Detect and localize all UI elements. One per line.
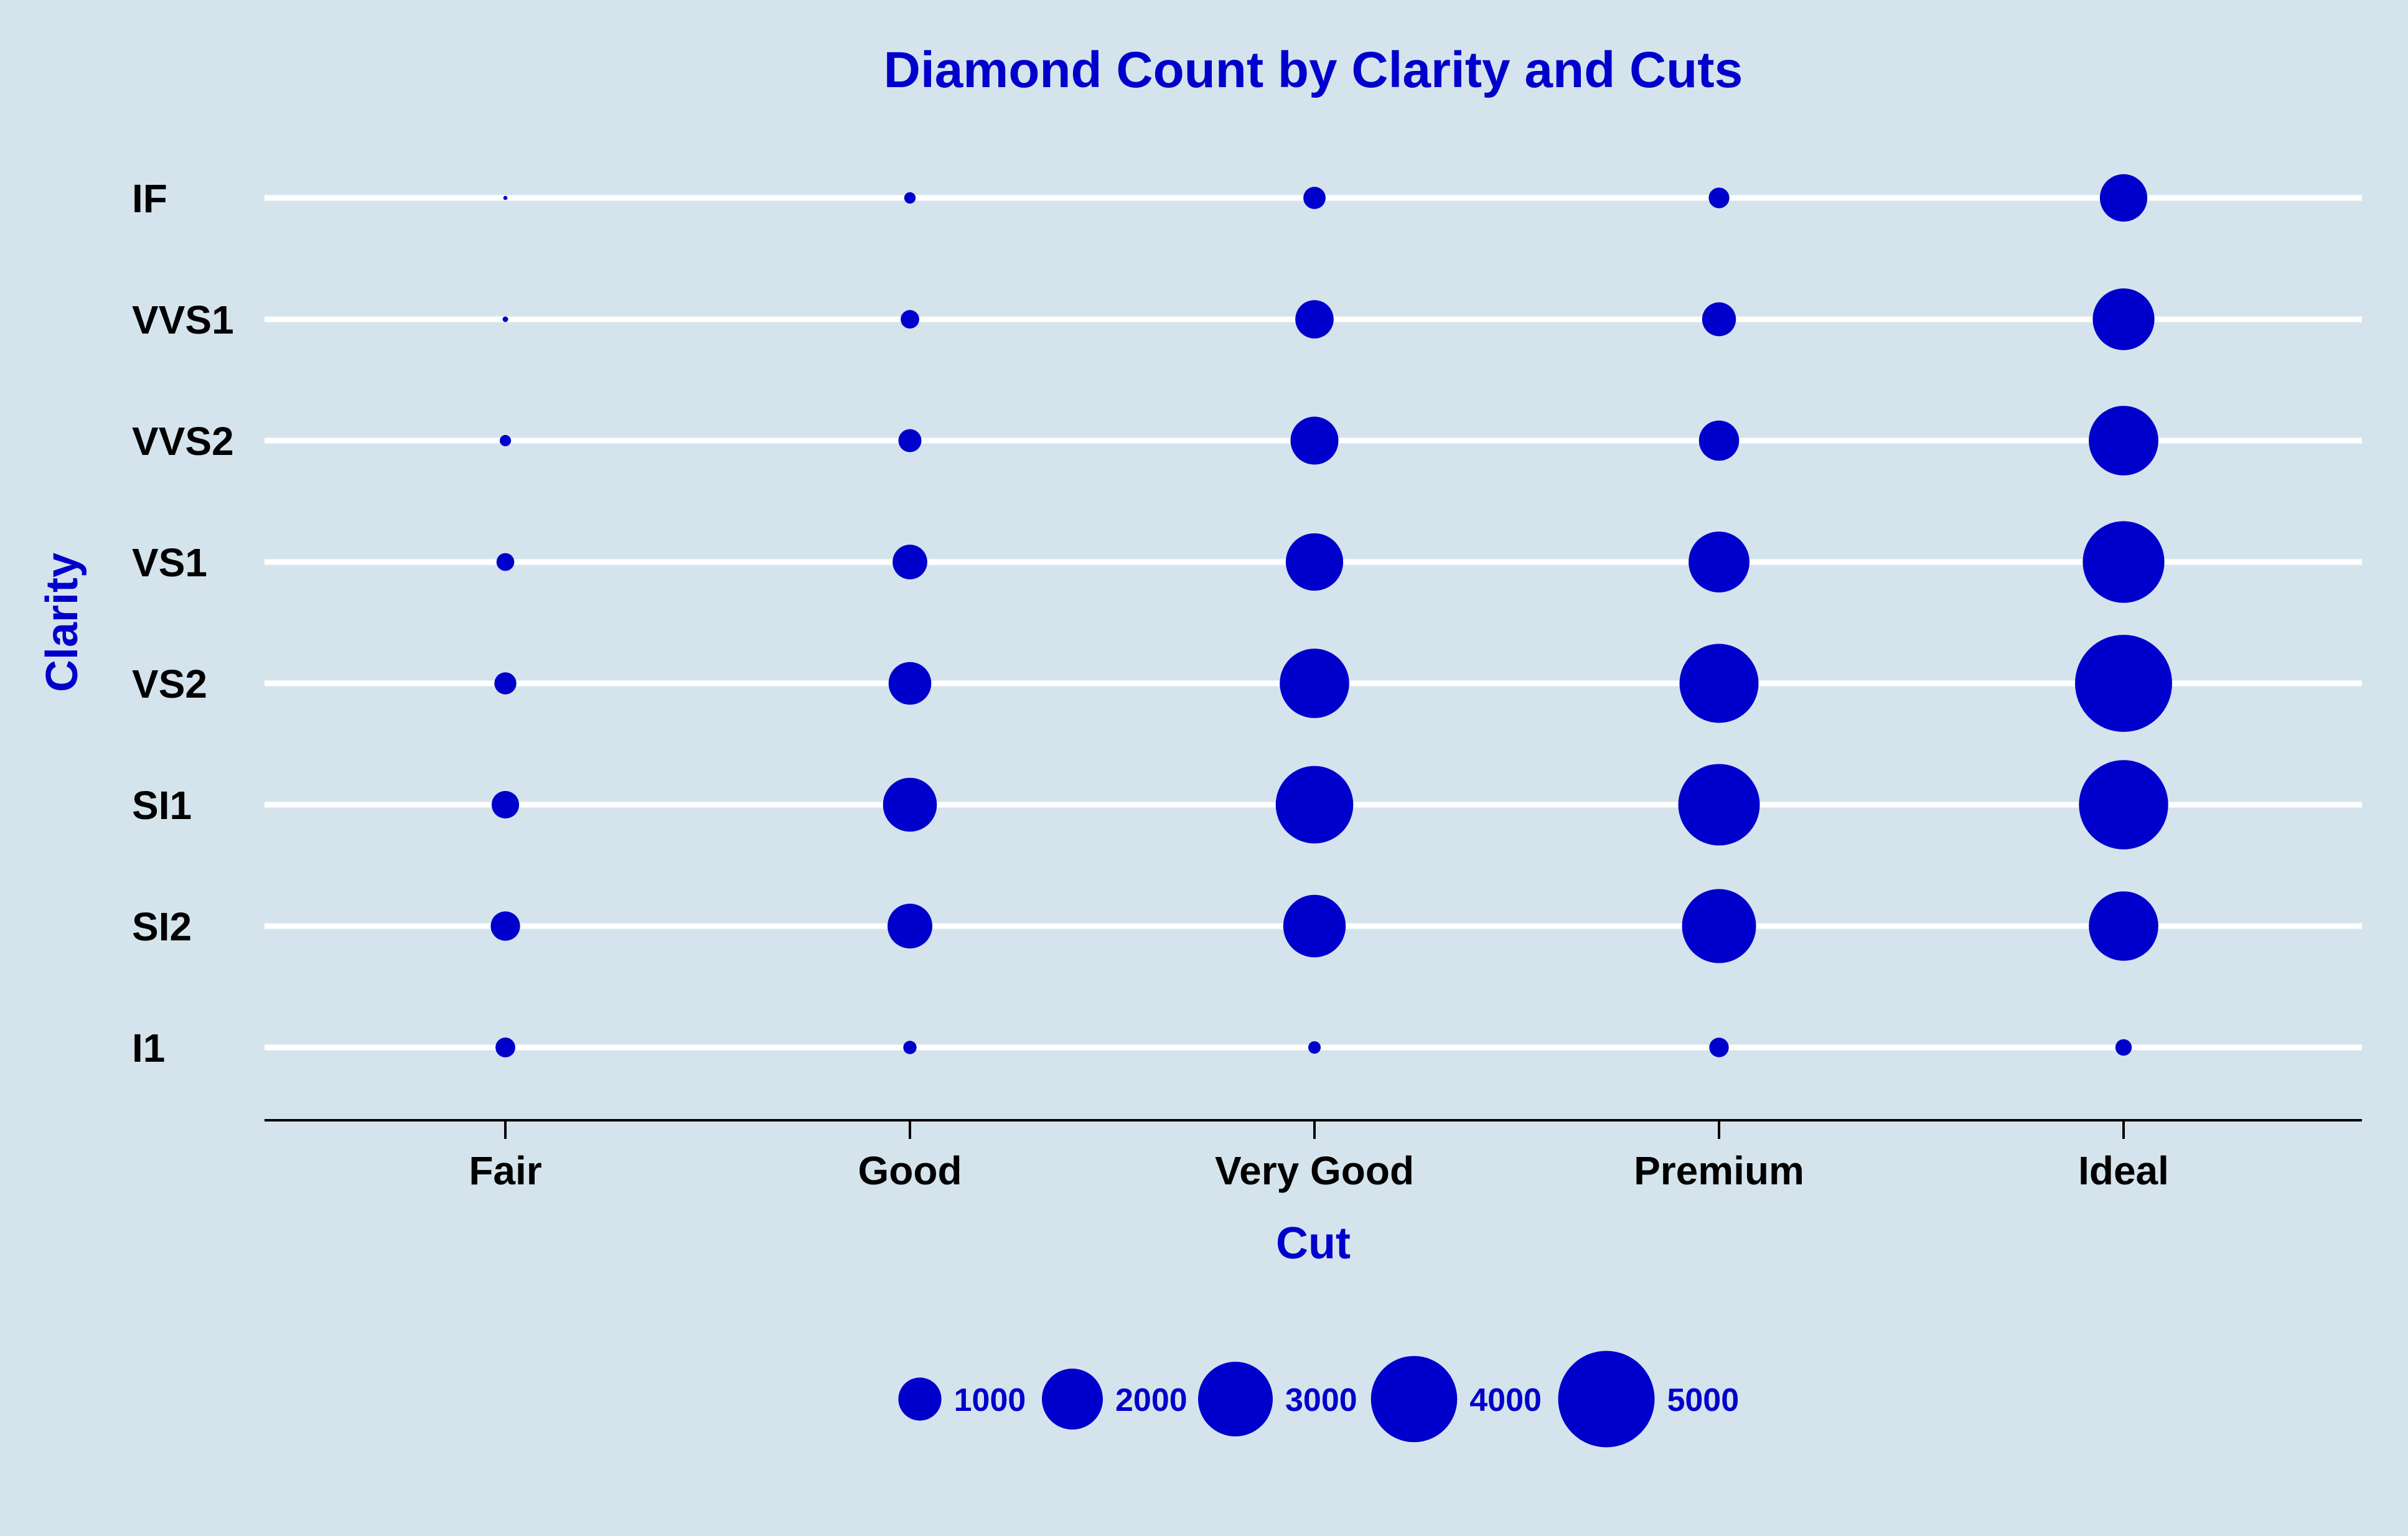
point-si2-very-good (1283, 894, 1346, 958)
y-tick-label-if: IF (132, 176, 167, 221)
legend-label-2000: 2000 (1115, 1382, 1188, 1418)
y-tick-label-si1: SI1 (132, 783, 192, 828)
point-vvs2-premium (1698, 420, 1740, 461)
x-tick-label-very-good: Very Good (1215, 1148, 1414, 1193)
point-si1-good (883, 777, 937, 832)
point-i1-ideal (2115, 1039, 2132, 1056)
legend-key-2000 (1042, 1369, 1103, 1430)
legend-key-1000 (898, 1377, 942, 1421)
point-si2-premium (1682, 889, 1756, 963)
legend-key-4000 (1370, 1356, 1458, 1443)
point-vs1-very-good (1285, 533, 1344, 591)
point-if-premium (1708, 187, 1730, 208)
point-i1-good (903, 1041, 917, 1054)
point-vs1-fair (496, 553, 515, 571)
point-vvs2-ideal (2089, 406, 2158, 475)
point-vs1-premium (1689, 532, 1750, 592)
point-vvs2-very-good (1290, 416, 1339, 465)
x-axis-title: Cut (1276, 1219, 1351, 1268)
legend-label-3000: 3000 (1285, 1382, 1357, 1418)
point-if-very-good (1303, 187, 1326, 209)
x-tick-label-good: Good (858, 1148, 962, 1193)
y-tick-label-vs1: VS1 (132, 540, 207, 585)
point-vvs1-very-good (1295, 300, 1334, 339)
data-points (490, 174, 2172, 1057)
point-vvs1-fair (502, 316, 508, 322)
y-tick-label-vvs1: VVS1 (132, 297, 234, 342)
x-tick-label-fair: Fair (469, 1148, 541, 1193)
point-i1-very-good (1308, 1041, 1321, 1054)
y-tick-label-i1: I1 (132, 1026, 165, 1070)
legend-key-5000 (1558, 1351, 1655, 1448)
point-vs2-good (888, 662, 932, 705)
x-tick-label-ideal: Ideal (2078, 1148, 2169, 1193)
point-vs2-very-good (1280, 649, 1349, 718)
axes: I1 SI2 SI1 VS2 VS1 VVS2 VVS1 IF Fair Good Very Goo… (132, 176, 2362, 1193)
point-i1-fair (495, 1037, 515, 1057)
point-vvs2-fair (499, 434, 512, 447)
point-vs2-ideal (2075, 635, 2172, 732)
y-tick-label-si2: SI2 (132, 904, 192, 949)
point-i1-premium (1709, 1037, 1729, 1057)
x-tick-label-premium: Premium (1634, 1148, 1804, 1193)
point-vvs1-ideal (2092, 288, 2155, 350)
point-vs1-good (892, 545, 927, 579)
point-vs1-ideal (2082, 521, 2165, 603)
point-si2-good (888, 904, 932, 948)
y-tick-label-vs2: VS2 (132, 662, 207, 706)
point-vs2-premium (1679, 644, 1759, 723)
legend-label-5000: 5000 (1667, 1382, 1739, 1418)
point-si1-fair (491, 790, 520, 819)
point-vvs1-good (901, 310, 919, 329)
point-si2-ideal (2089, 891, 2158, 961)
point-if-good (904, 192, 916, 204)
point-if-fair (503, 195, 508, 200)
point-vs2-fair (494, 672, 517, 695)
legend-label-1000: 1000 (954, 1382, 1026, 1418)
chart-title: Diamond Count by Clarity and Cuts (884, 42, 1743, 98)
size-legend: 1000 2000 3000 4000 5000 (898, 1351, 1739, 1448)
point-vvs1-premium (1702, 302, 1736, 337)
point-si1-very-good (1275, 766, 1354, 844)
y-tick-label-vvs2: VVS2 (132, 419, 234, 464)
legend-key-3000 (1198, 1362, 1273, 1436)
point-if-ideal (2099, 174, 2148, 222)
point-si1-premium (1678, 764, 1760, 846)
y-axis-title: Clarity (37, 553, 87, 692)
point-vvs2-good (898, 429, 922, 452)
point-si1-ideal (2079, 760, 2168, 850)
point-si2-fair (490, 911, 520, 941)
legend-label-4000: 4000 (1469, 1382, 1542, 1418)
